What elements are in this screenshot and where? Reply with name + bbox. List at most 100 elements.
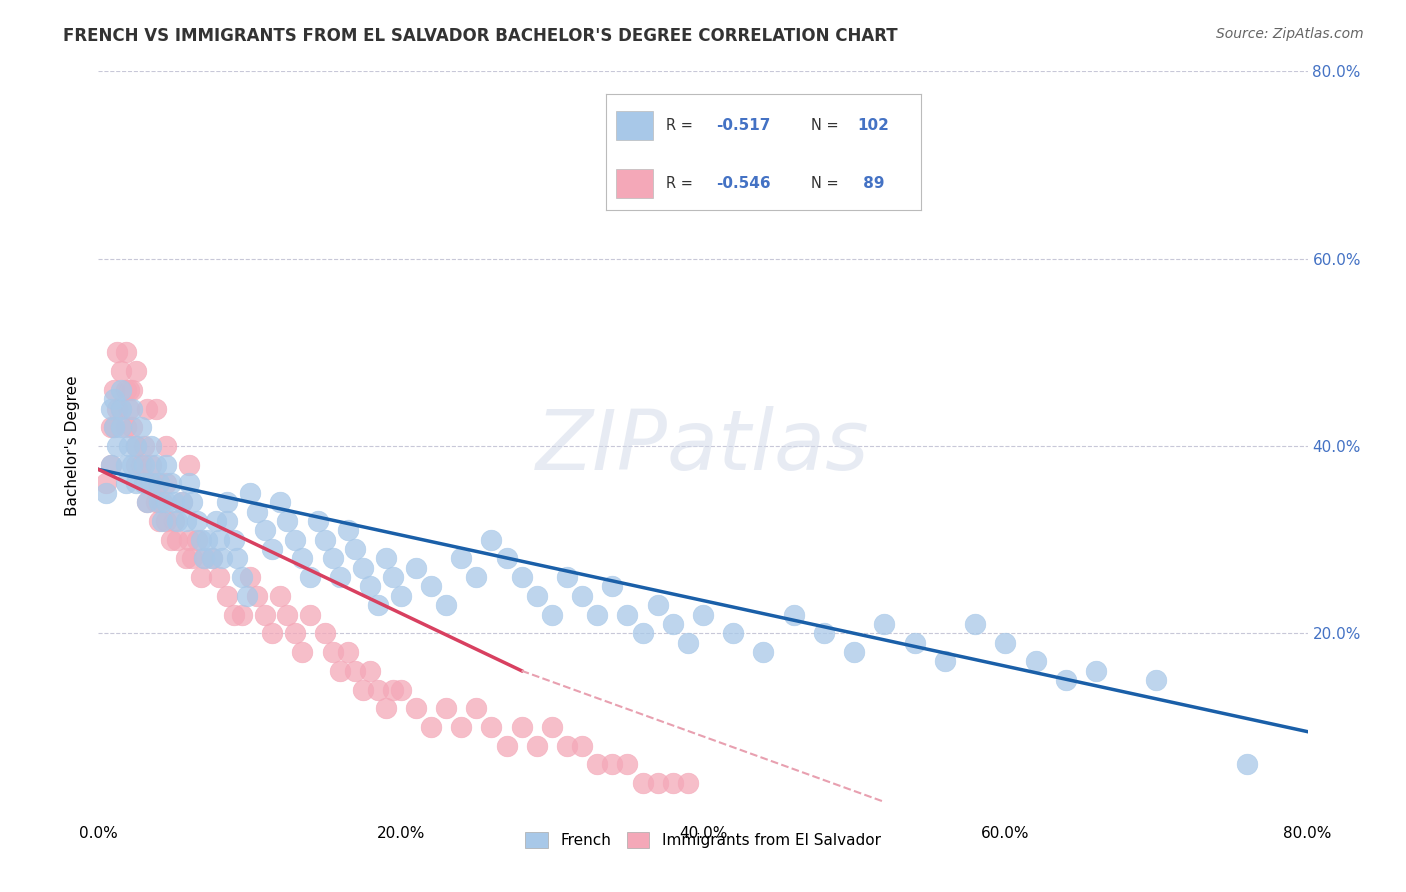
Point — [1236, 757, 1258, 772]
Point — [179, 476, 201, 491]
Point — [114, 383, 136, 397]
Point — [382, 570, 405, 584]
Point — [299, 570, 322, 584]
Point — [813, 626, 835, 640]
Point — [269, 589, 291, 603]
Point — [114, 345, 136, 359]
Point — [465, 570, 488, 584]
Point — [276, 607, 298, 622]
Point — [118, 383, 141, 397]
Point — [336, 524, 359, 538]
Point — [571, 589, 593, 603]
Point — [205, 514, 228, 528]
Point — [246, 589, 269, 603]
Point — [352, 682, 374, 697]
Point — [135, 495, 157, 509]
Point — [450, 720, 472, 734]
Point — [262, 626, 284, 640]
Point — [510, 570, 533, 584]
Point — [148, 514, 170, 528]
Point — [160, 533, 183, 547]
Point — [405, 701, 427, 715]
Point — [276, 514, 298, 528]
Point — [647, 599, 669, 613]
Point — [495, 551, 517, 566]
Point — [360, 664, 382, 678]
Point — [676, 635, 699, 649]
Point — [291, 645, 314, 659]
Point — [314, 626, 336, 640]
Point — [181, 495, 204, 509]
Point — [148, 495, 170, 509]
Point — [526, 589, 548, 603]
Point — [246, 505, 269, 519]
Point — [135, 401, 157, 416]
Point — [352, 561, 374, 575]
Point — [647, 776, 669, 790]
Text: Source: ZipAtlas.com: Source: ZipAtlas.com — [1216, 27, 1364, 41]
Point — [155, 514, 177, 528]
Point — [215, 589, 238, 603]
Point — [465, 701, 488, 715]
Point — [114, 458, 136, 472]
Point — [526, 739, 548, 753]
Point — [1085, 664, 1108, 678]
Point — [155, 458, 177, 472]
Point — [723, 626, 745, 640]
Point — [540, 720, 562, 734]
Point — [166, 514, 188, 528]
Point — [121, 458, 143, 472]
Point — [1144, 673, 1167, 688]
Point — [374, 701, 396, 715]
Point — [224, 607, 246, 622]
Point — [100, 458, 122, 472]
Point — [100, 420, 122, 434]
Point — [179, 533, 201, 547]
Point — [114, 476, 136, 491]
Point — [844, 645, 866, 659]
Point — [141, 439, 163, 453]
Point — [129, 458, 152, 472]
Point — [307, 514, 329, 528]
Point — [121, 420, 143, 434]
Point — [904, 635, 927, 649]
Point — [965, 617, 987, 632]
Point — [215, 495, 238, 509]
Point — [405, 561, 427, 575]
Point — [481, 533, 503, 547]
Point — [141, 458, 163, 472]
Point — [226, 551, 249, 566]
Point — [125, 476, 148, 491]
Point — [148, 476, 170, 491]
Point — [193, 551, 215, 566]
Point — [94, 486, 117, 500]
Point — [602, 580, 624, 594]
Point — [616, 757, 638, 772]
Point — [100, 401, 122, 416]
Point — [314, 533, 336, 547]
Point — [166, 533, 188, 547]
Point — [190, 533, 212, 547]
Y-axis label: Bachelor's Degree: Bachelor's Degree — [65, 376, 80, 516]
Point — [132, 476, 155, 491]
Point — [602, 757, 624, 772]
Point — [103, 383, 125, 397]
Point — [994, 635, 1017, 649]
Point — [170, 495, 193, 509]
Point — [299, 607, 322, 622]
Point — [374, 551, 396, 566]
Point — [125, 364, 148, 378]
Point — [103, 420, 125, 434]
Point — [110, 383, 132, 397]
Point — [170, 495, 193, 509]
Point — [692, 607, 714, 622]
Point — [269, 495, 291, 509]
Point — [586, 757, 609, 772]
Point — [420, 720, 443, 734]
Point — [389, 589, 412, 603]
Point — [239, 486, 262, 500]
Point — [208, 570, 231, 584]
Point — [129, 420, 152, 434]
Point — [231, 607, 253, 622]
Point — [163, 514, 186, 528]
